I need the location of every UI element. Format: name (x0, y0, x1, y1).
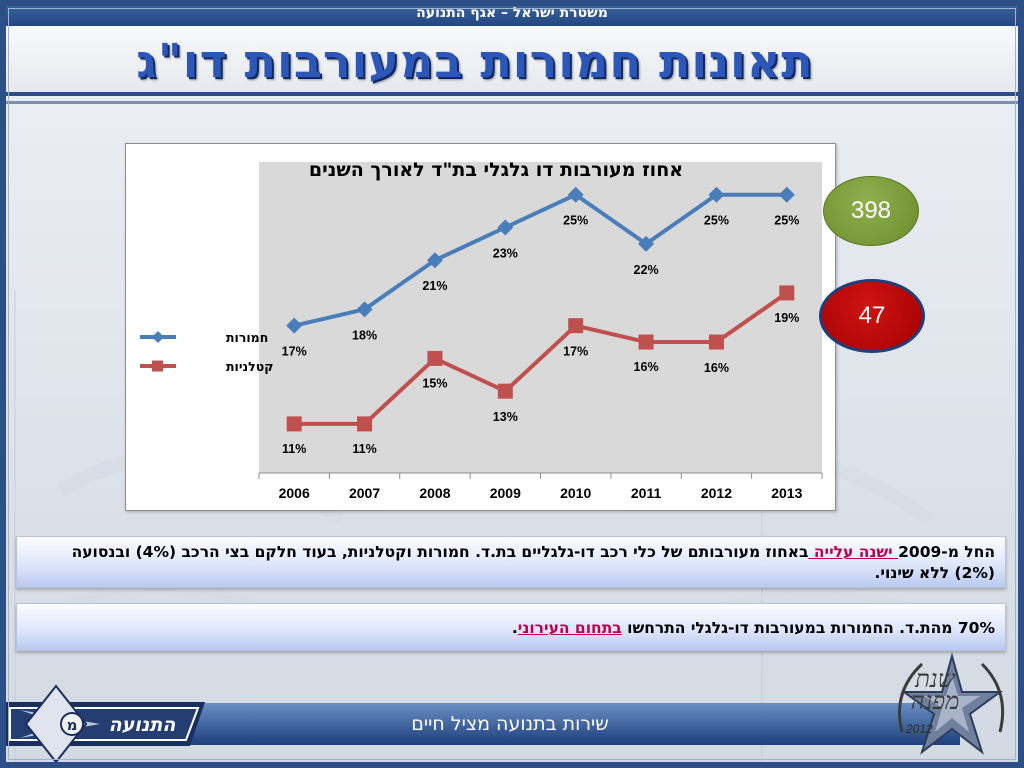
fatal-count-bubble: 47 (819, 279, 925, 353)
data-label: 11% (282, 442, 306, 456)
note-urban-start: 70% מהת.ד. החמורות במעורבות דו-גלגלי התר… (621, 619, 995, 637)
line-chart: 2006 2007 2008 2009 2010 2011 2012 2013 אחוז מעו… (140, 159, 823, 501)
data-point (427, 350, 443, 366)
note-trend: החל מ-2009 ישנה עלייה באחוז מעורבותם של … (16, 536, 1006, 588)
logo-wordmark: התנועה (109, 714, 176, 736)
legend-marker (152, 331, 164, 343)
data-label: 13% (493, 410, 518, 424)
year-of-change-label: שנת מפנה (910, 665, 960, 715)
data-point (286, 317, 303, 334)
data-label: 19% (774, 311, 799, 325)
x-tick-label: 2007 (349, 485, 380, 501)
note-trend-start: החל מ-2009 (898, 543, 995, 561)
x-tick-label: 2012 (701, 485, 732, 501)
series-line-1 (293, 192, 787, 328)
x-tick-label: 2010 (560, 485, 591, 501)
legend-label: קטלניות (226, 359, 273, 374)
data-point (497, 383, 513, 399)
fatal-count-value: 47 (858, 302, 886, 329)
data-point (357, 416, 373, 432)
year-of-change-star-icon (898, 652, 1005, 755)
page-title: תאונות חמורות במעורבות דו"ג (136, 34, 814, 88)
data-point (567, 186, 584, 203)
data-label: 21% (422, 279, 447, 293)
note-urban-end: . (511, 619, 518, 637)
data-point (568, 318, 584, 334)
serious-count-bubble: 398 (823, 176, 919, 246)
data-label: 11% (352, 442, 376, 456)
note-urban: 70% מהת.ד. החמורות במעורבות דו-גלגלי התר… (16, 603, 1006, 651)
organization-strip: משטרת ישראל – אגף התנועה (0, 0, 1024, 26)
data-label: 16% (634, 360, 659, 374)
series-line-2 (294, 291, 788, 426)
title-band (6, 26, 1018, 104)
title-rule (6, 101, 1018, 104)
data-point (497, 219, 514, 236)
x-tick-label: 2006 (279, 485, 310, 501)
legend-label: חמורות (226, 330, 268, 345)
traffic-police-logo: מ התנועה (0, 684, 205, 764)
data-point (638, 334, 654, 350)
data-label: 17% (563, 345, 588, 359)
legend-marker (152, 360, 163, 372)
data-label: 25% (774, 214, 799, 228)
data-point (708, 186, 725, 203)
chart-container: 2006 2007 2008 2009 2010 2011 2012 2013 אחוז מעו… (125, 143, 836, 511)
data-point (708, 334, 724, 350)
x-tick-label: 2013 (771, 485, 802, 501)
note-urban-highlight: בתחום העירוני (517, 619, 622, 637)
data-point (286, 416, 302, 432)
footer-slogan: שירות בתנועה מציל חיים (411, 713, 609, 735)
serious-count-value: 398 (850, 197, 892, 224)
note-trend-highlight: ישנה עלייה (808, 543, 899, 561)
data-label: 25% (704, 214, 729, 228)
x-tick-label: 2008 (419, 485, 450, 501)
x-tick-label: 2011 (631, 485, 662, 501)
data-label: 25% (563, 214, 588, 228)
logo-letter: מ (67, 716, 78, 734)
year-of-change-year: 2012 (906, 722, 933, 736)
data-point (778, 186, 795, 203)
note-trend-end: באחוז מעורבותם של כלי רכב דו-גלגליים בת.… (71, 543, 995, 582)
data-point (779, 285, 795, 301)
data-label: 22% (634, 263, 659, 277)
x-tick-label: 2009 (490, 485, 521, 501)
chart-title: אחוז מעורבות דו גלגלי בת"ד לאורך השנים (309, 159, 683, 181)
plot-area (259, 162, 822, 473)
data-point (638, 235, 655, 252)
data-point (356, 301, 373, 318)
data-label: 23% (493, 246, 518, 260)
data-label: 18% (352, 328, 377, 342)
data-label: 15% (422, 376, 447, 390)
data-label: 17% (282, 345, 307, 359)
data-label: 16% (704, 361, 729, 375)
